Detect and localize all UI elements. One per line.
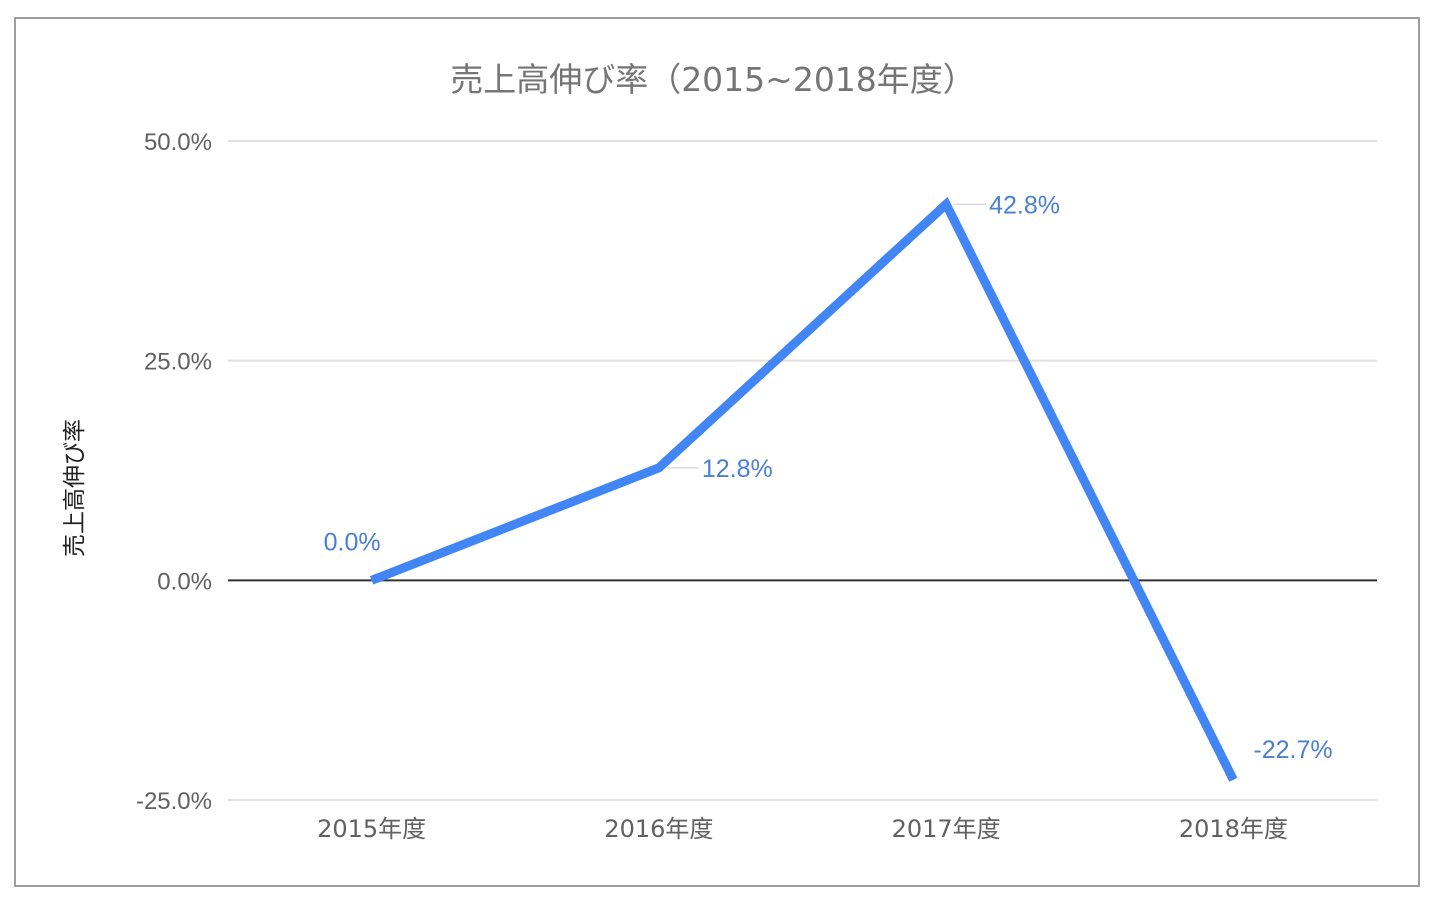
data-label: 0.0% bbox=[324, 528, 381, 556]
y-tick-label: -25.0% bbox=[136, 788, 212, 815]
data-labels: 0.0% 12.8% 42.8% -22.7% bbox=[324, 191, 1333, 764]
y-tick-label: 50.0% bbox=[144, 129, 212, 156]
chart-frame bbox=[14, 17, 1420, 887]
y-axis-label: 売上高伸び率 bbox=[62, 419, 88, 557]
data-point bbox=[658, 467, 660, 469]
data-point bbox=[1232, 779, 1234, 781]
x-tick-label: 2015年度 bbox=[317, 815, 426, 843]
series-layer bbox=[369, 196, 1238, 782]
data-label: 12.8% bbox=[702, 455, 773, 483]
gridlines bbox=[228, 140, 1377, 801]
x-tick-label: 2018年度 bbox=[1179, 815, 1288, 843]
x-tick-label: 2017年度 bbox=[892, 815, 1001, 843]
y-tick-label: 25.0% bbox=[144, 349, 212, 376]
y-tick-label: 0.0% bbox=[157, 568, 212, 595]
data-point bbox=[945, 203, 947, 205]
data-point bbox=[371, 579, 373, 581]
data-label: -22.7% bbox=[1253, 736, 1332, 764]
data-label: 42.8% bbox=[989, 191, 1060, 219]
chart-title: 売上高伸び率（2015~2018年度） bbox=[450, 60, 976, 99]
x-axis-ticks: 2015年度 2016年度 2017年度 2018年度 bbox=[317, 815, 1288, 843]
series-line bbox=[369, 196, 1238, 782]
x-tick-label: 2016年度 bbox=[604, 815, 713, 843]
y-axis-ticks: 50.0% 25.0% 0.0% -25.0% bbox=[136, 129, 212, 815]
